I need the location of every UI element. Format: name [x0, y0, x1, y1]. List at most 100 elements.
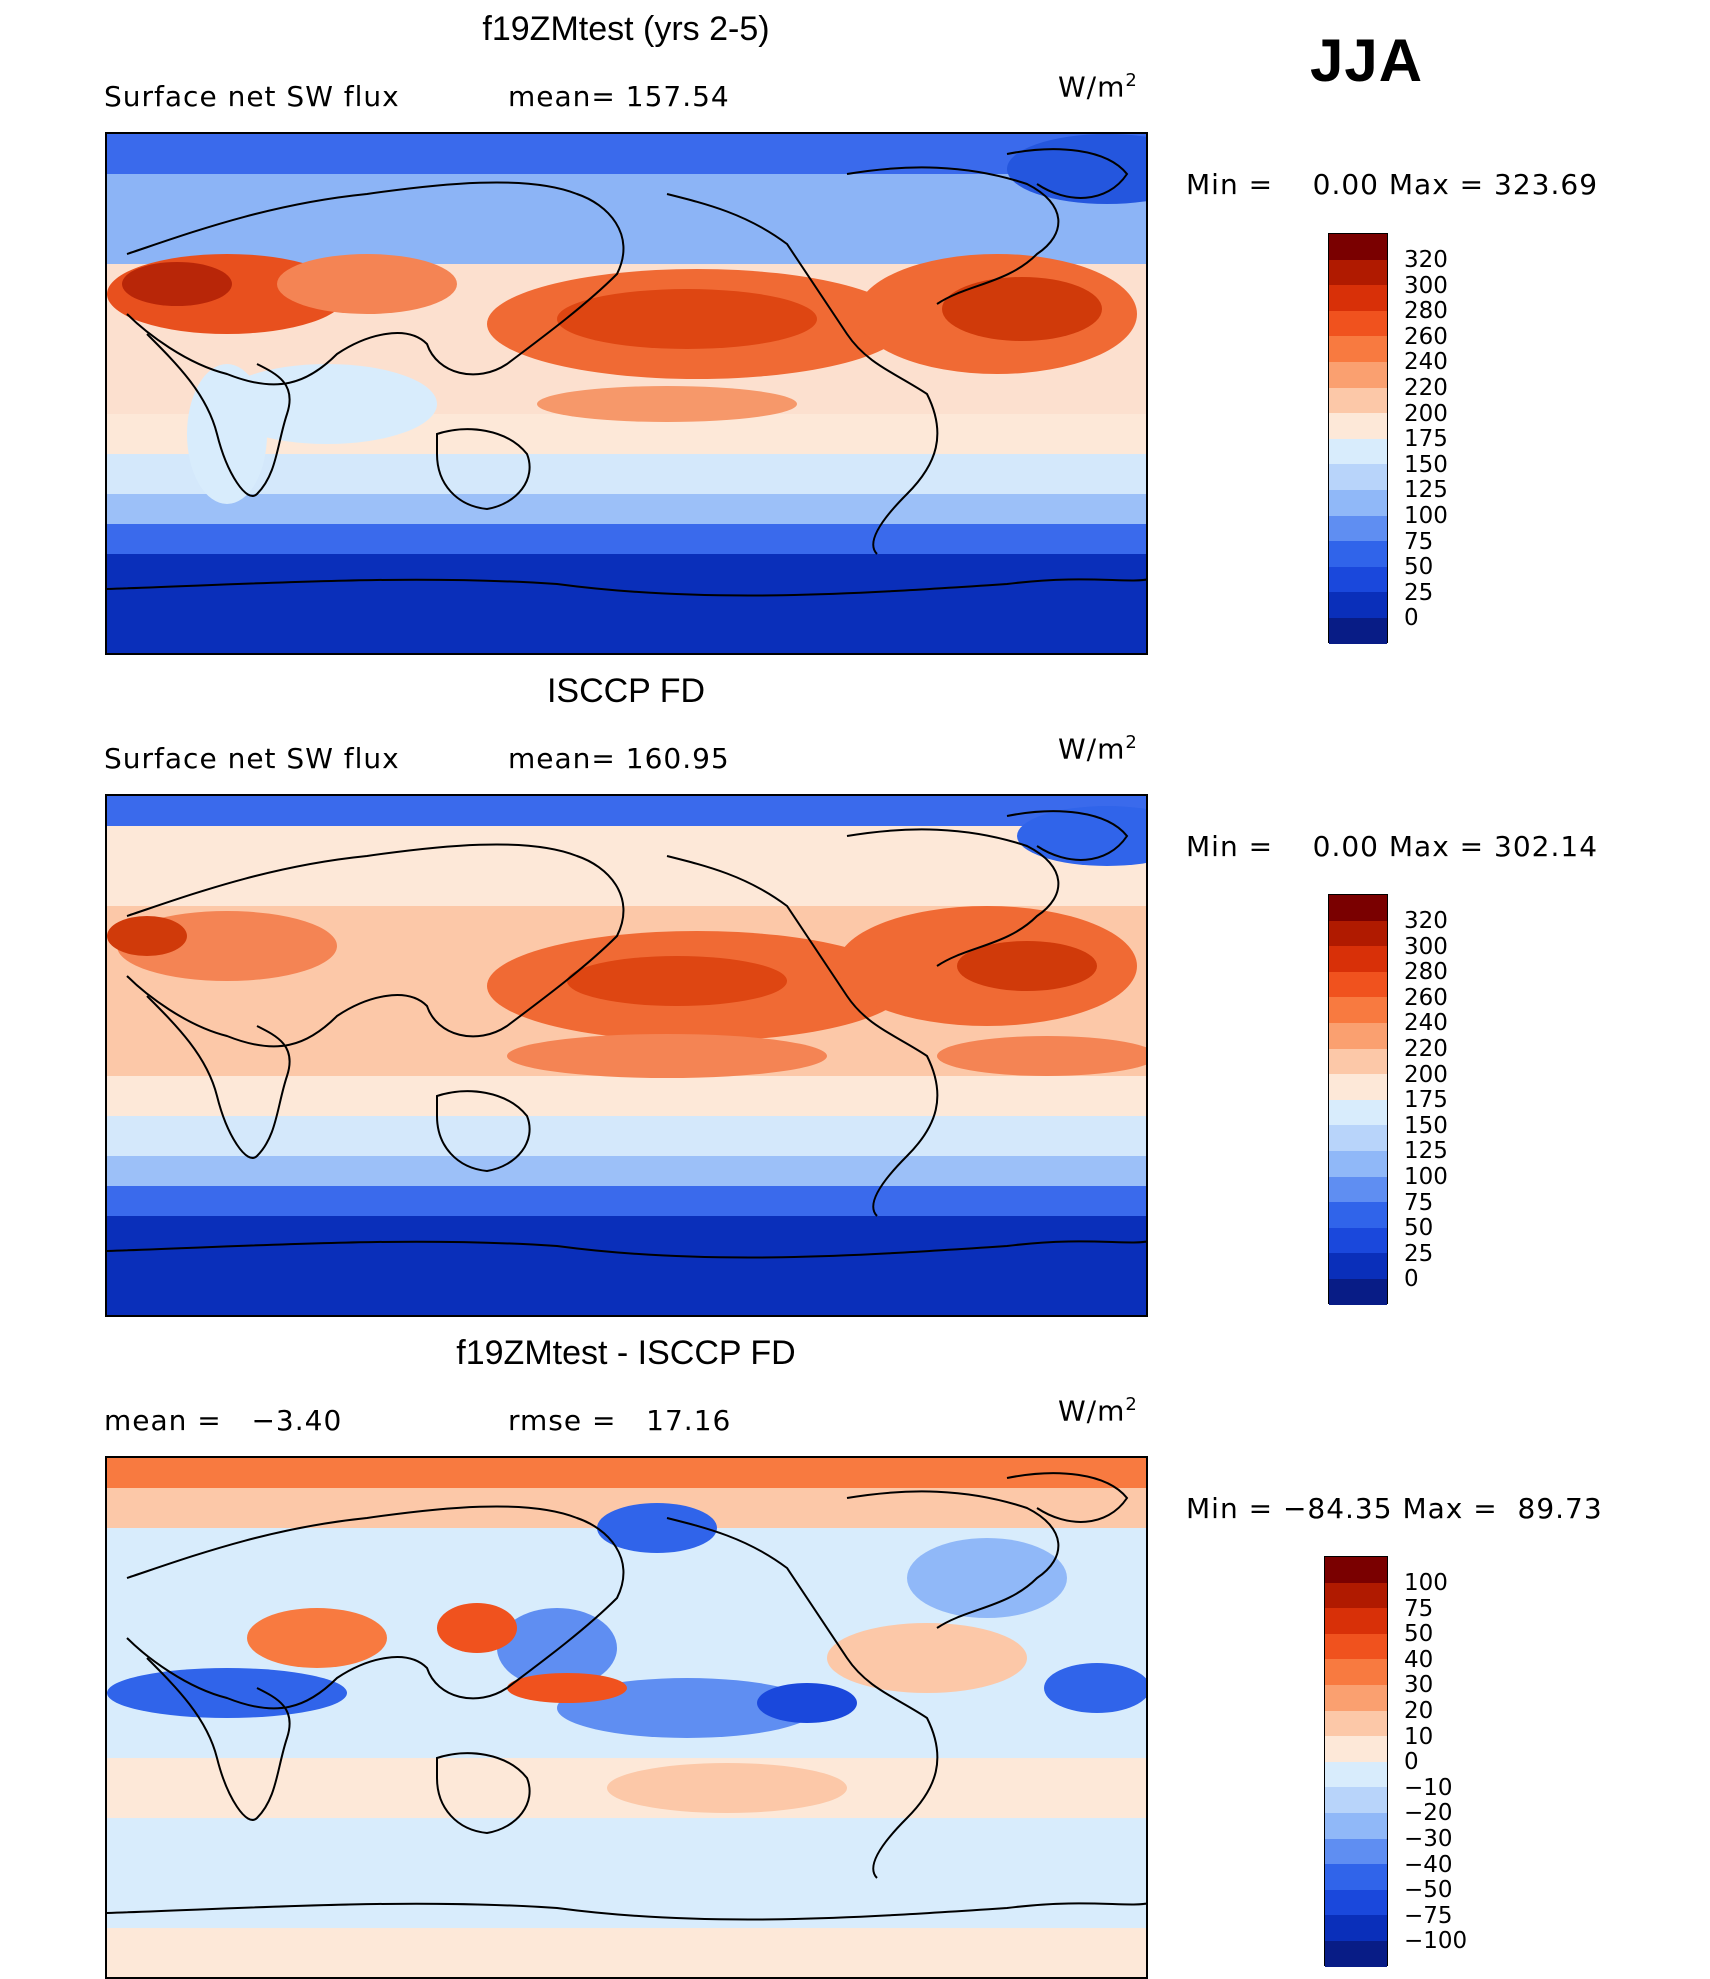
colorbar-label: 0 — [1404, 605, 1419, 632]
colorbar-cell — [1329, 566, 1387, 593]
colorbar-cell — [1325, 1915, 1387, 1941]
colorbar-label: 0 — [1404, 1749, 1419, 1776]
colorbar-cell — [1325, 1582, 1387, 1609]
colorbar-cell — [1325, 1684, 1387, 1711]
colorbar-cell — [1329, 515, 1387, 542]
colorbar-label: 125 — [1404, 477, 1448, 504]
colorbar-label: 220 — [1404, 1036, 1448, 1062]
colorbar-label: 50 — [1404, 1215, 1434, 1242]
colorbar-label: 75 — [1404, 1189, 1434, 1216]
colorbar-label: 300 — [1404, 933, 1448, 960]
colorbar-label: 280 — [1404, 959, 1448, 986]
colorbar-label: 320 — [1404, 908, 1448, 934]
colorbar-cell — [1329, 1176, 1387, 1203]
colorbar-cell — [1325, 1889, 1387, 1916]
panel-1-variable-label: Surface net SW flux — [104, 80, 400, 113]
colorbar-label: 100 — [1404, 1164, 1448, 1190]
colorbar-label: 10 — [1404, 1723, 1434, 1750]
colorbar-label: 40 — [1404, 1646, 1434, 1673]
panel-3-title: f19ZMtest - ISCCP FD — [456, 1334, 796, 1372]
colorbar-cell — [1329, 946, 1387, 972]
colorbar-cell — [1329, 1227, 1387, 1254]
colorbar-cell — [1325, 1659, 1387, 1685]
panel-3-map-field — [107, 1458, 1146, 1977]
colorbar-label: 30 — [1404, 1672, 1434, 1699]
colorbar-cell — [1329, 895, 1387, 921]
colorbar-cell — [1325, 1838, 1387, 1865]
colorbar-label: 75 — [1404, 528, 1434, 555]
colorbar-cell — [1329, 336, 1387, 362]
colorbar-cell — [1329, 1253, 1387, 1279]
colorbar-cell — [1325, 1710, 1387, 1737]
colorbar-cell — [1325, 1633, 1387, 1660]
colorbar-cell — [1329, 541, 1387, 567]
colorbar-label: 200 — [1404, 1061, 1448, 1088]
colorbar-cell — [1329, 1202, 1387, 1228]
colorbar-label: 240 — [1404, 349, 1448, 376]
colorbar-label: 220 — [1404, 375, 1448, 401]
colorbar-label: −100 — [1404, 1928, 1468, 1955]
colorbar-cell — [1329, 285, 1387, 311]
colorbar-label: 260 — [1404, 323, 1448, 350]
colorbar-label: 25 — [1404, 579, 1434, 606]
colorbar-label: 25 — [1404, 1240, 1434, 1267]
colorbar-cell — [1329, 310, 1387, 337]
colorbar-cell — [1325, 1557, 1387, 1583]
colorbar-label: 20 — [1404, 1698, 1434, 1724]
colorbar-label: −20 — [1404, 1800, 1453, 1827]
colorbar-label: −50 — [1404, 1877, 1453, 1904]
colorbar-cell — [1329, 617, 1387, 644]
colorbar-label: −30 — [1404, 1826, 1453, 1852]
panel-2-map-field — [107, 796, 1146, 1315]
colorbar-cell — [1329, 1099, 1387, 1126]
colorbar-cell — [1329, 1074, 1387, 1100]
colorbar-label: −10 — [1404, 1774, 1453, 1801]
colorbar-label: 100 — [1404, 1570, 1448, 1596]
colorbar-label: 300 — [1404, 272, 1448, 299]
colorbar-label: 240 — [1404, 1010, 1448, 1037]
panel-2-variable-label: Surface net SW flux — [104, 742, 400, 775]
panel-1-map-field — [107, 134, 1146, 653]
colorbar-label: 50 — [1404, 1621, 1434, 1648]
panel-3-min-max: Min = −84.35 Max = 89.73 — [1186, 1492, 1603, 1525]
panel-1-mean-label: mean= 157.54 — [508, 80, 730, 113]
colorbar-label: 175 — [1404, 1087, 1448, 1114]
colorbar-cell — [1325, 1812, 1387, 1839]
colorbar-label: 175 — [1404, 426, 1448, 453]
panel-3-units: W/m2 — [1058, 1394, 1138, 1428]
colorbar-label: 260 — [1404, 984, 1448, 1011]
panel-1-title: f19ZMtest (yrs 2-5) — [482, 10, 770, 48]
colorbar-cell — [1329, 971, 1387, 998]
panel-3-rmse-label: rmse = 17.16 — [508, 1404, 732, 1437]
colorbar-label: 280 — [1404, 298, 1448, 325]
colorbar-cell — [1329, 1022, 1387, 1049]
panel-2-mean-label: mean= 160.95 — [508, 742, 730, 775]
colorbar-cell — [1329, 489, 1387, 516]
colorbar-cell — [1325, 1608, 1387, 1634]
panel-3-mean-label: mean = −3.40 — [104, 1404, 343, 1437]
colorbar-cell — [1329, 1125, 1387, 1151]
season-label: JJA — [1310, 27, 1424, 94]
panel-3-map — [105, 1456, 1148, 1979]
colorbar-label: 75 — [1404, 1595, 1434, 1622]
colorbar-cell — [1329, 1150, 1387, 1177]
colorbar-cell — [1325, 1940, 1387, 1967]
colorbar-cell — [1325, 1736, 1387, 1762]
colorbar-label: 150 — [1404, 451, 1448, 478]
colorbar-cell — [1329, 413, 1387, 439]
panel-1-map — [105, 132, 1148, 655]
panel-1-min-max: Min = 0.00 Max = 323.69 — [1186, 168, 1599, 201]
colorbar-cell — [1329, 1048, 1387, 1075]
colorbar-cell — [1329, 438, 1387, 465]
colorbar-label: 100 — [1404, 503, 1448, 529]
colorbar-label: 150 — [1404, 1112, 1448, 1139]
panel-2-title: ISCCP FD — [546, 672, 706, 710]
colorbar-label: −40 — [1404, 1851, 1453, 1878]
colorbar-label: 320 — [1404, 247, 1448, 273]
colorbar-cell — [1329, 592, 1387, 618]
colorbar-cell — [1329, 361, 1387, 388]
colorbar-label: 200 — [1404, 400, 1448, 427]
colorbar-cell — [1329, 920, 1387, 947]
colorbar-cell — [1325, 1864, 1387, 1890]
panel-2-min-max: Min = 0.00 Max = 302.14 — [1186, 830, 1599, 863]
